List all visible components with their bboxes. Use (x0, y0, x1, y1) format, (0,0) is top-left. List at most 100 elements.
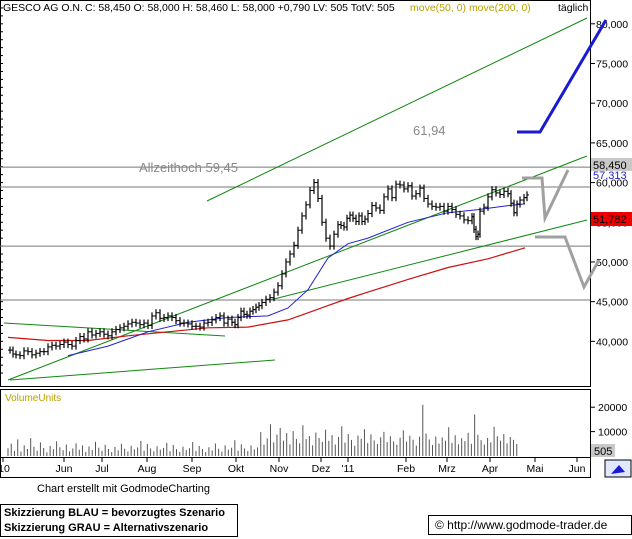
price-bar (254, 303, 258, 314)
price-bar (280, 270, 284, 290)
price-bar (38, 348, 42, 357)
price-bar (102, 328, 106, 338)
price-bar (336, 221, 340, 238)
quote-line: C: 58,450 O: 58,000 H: 58,460 L: 58,000 … (85, 2, 395, 14)
legend-box: Skizzierung BLAU = bevorzugtes Szenario … (0, 504, 238, 537)
ma-legend: move(50, 0) move(200, 0) (410, 2, 531, 14)
price-bar (478, 207, 482, 238)
x-tick-label: '10 (0, 463, 10, 475)
x-tick-label: '11 (342, 463, 355, 475)
price-bar (482, 203, 486, 215)
y-tick-label: 65,000 (596, 138, 628, 150)
price-bar (402, 181, 406, 193)
x-tick-label: Nov (270, 463, 289, 475)
ath-label: Allzeithoch 59,45 (139, 160, 238, 175)
price-panel-frame (0, 0, 591, 387)
price-bar (494, 186, 498, 197)
x-tick-label: Dez (312, 463, 331, 475)
price-bar (134, 318, 138, 327)
price-bar (126, 320, 130, 330)
period-label: täglich (558, 2, 589, 14)
price-bar (398, 180, 402, 189)
price-bar (174, 313, 178, 325)
price-bar (342, 221, 346, 231)
ma50-value: 57,313 (593, 170, 627, 182)
support-trend-line (269, 219, 588, 301)
price-bar (118, 324, 122, 334)
price-bar (382, 193, 386, 214)
ma50-line (67, 203, 526, 357)
price-bar (30, 348, 34, 359)
price-bar (26, 347, 30, 356)
price-bar (498, 189, 502, 199)
price-bar (78, 333, 82, 345)
price-bar (178, 317, 182, 327)
grey-scenario-line-2 (535, 235, 601, 291)
price-bar (226, 315, 230, 327)
price-bar (446, 202, 450, 215)
price-bar (58, 340, 62, 350)
volume-axis-ticks: 10000 20000 (590, 402, 627, 439)
price-bar (410, 182, 414, 200)
price-bar (62, 338, 66, 349)
ma50-badge (591, 171, 632, 179)
ma200-value: 51,782 (593, 214, 627, 226)
price-bar (525, 191, 529, 202)
price-bar (316, 179, 320, 203)
price-bar (218, 312, 222, 322)
chart-title: GESCO AG O.N. (3, 2, 83, 14)
last-price-badge (591, 158, 632, 171)
price-bar (257, 302, 261, 311)
price-bar (366, 209, 370, 223)
price-bar (370, 202, 374, 218)
price-bar (42, 348, 46, 356)
x-axis-strip (0, 457, 591, 478)
legend-blue: Skizzierung BLAU = bevorzugtes Szenario (4, 507, 225, 519)
price-bar (426, 194, 430, 208)
price-bar (18, 351, 22, 360)
price-bar (430, 200, 434, 210)
price-bar (414, 190, 418, 200)
price-bar (114, 325, 118, 336)
price-bar (130, 318, 134, 328)
price-bar (296, 226, 300, 249)
price-bar (386, 185, 390, 201)
price-bar (70, 340, 74, 350)
price-bar (406, 182, 410, 193)
price-bar (110, 328, 114, 340)
price-bar (82, 333, 86, 343)
price-bar (268, 294, 272, 303)
price-bar (374, 202, 378, 212)
price-bar (166, 312, 170, 322)
price-bar (94, 329, 98, 339)
price-bar (434, 202, 438, 211)
y-tick-label: 50,000 (596, 257, 628, 269)
price-bar (194, 322, 198, 330)
price-bar (276, 282, 280, 296)
source-url[interactable]: © http://www.godmode-trader.de (428, 515, 632, 535)
price-bar (170, 312, 174, 322)
price-bar (348, 211, 352, 222)
price-bar (332, 230, 336, 250)
price-bar (264, 295, 268, 307)
price-bar (186, 319, 190, 328)
price-bar (98, 328, 102, 337)
price-bar (190, 320, 194, 330)
price-bar (450, 202, 454, 214)
ma200-line (7, 247, 526, 342)
price-bar (86, 328, 90, 343)
price-bar (518, 196, 522, 208)
price-bar (292, 241, 296, 258)
last-price-value: 58,450 (593, 160, 627, 172)
price-bar (345, 214, 349, 231)
logo-icon (611, 465, 625, 474)
price-bar (300, 212, 304, 234)
price-bar (74, 336, 78, 350)
x-tick-label: Jun (569, 463, 586, 475)
volume-tick-label: 10000 (598, 427, 627, 439)
price-bar (284, 258, 288, 278)
volume-bars (7, 404, 518, 456)
price-bar (146, 319, 150, 330)
x-tick-label: Jun (56, 463, 73, 475)
